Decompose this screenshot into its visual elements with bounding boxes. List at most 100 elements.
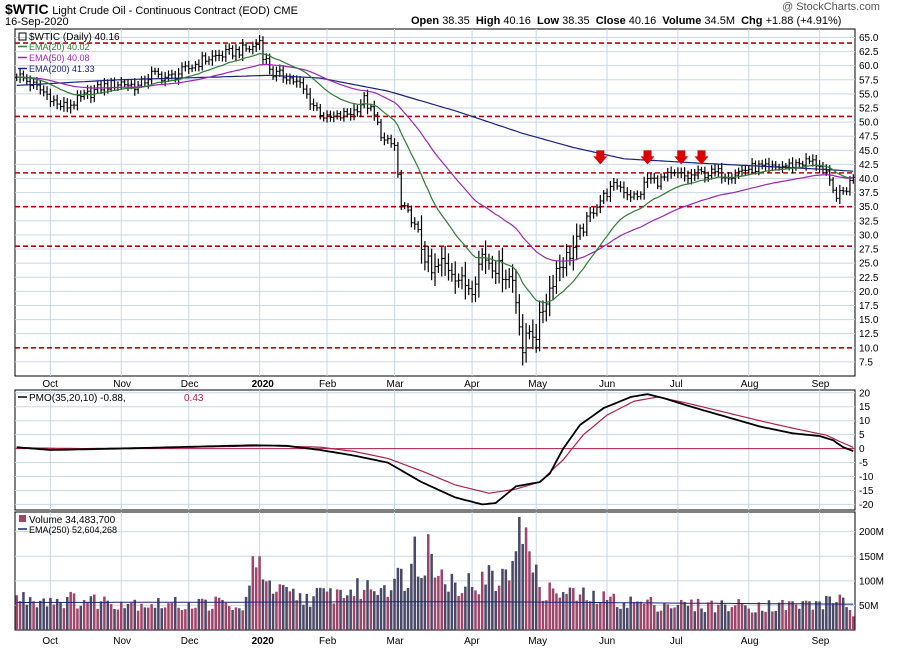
volume-bar (686, 605, 690, 630)
volume-bar (150, 604, 153, 630)
volume-bar (794, 604, 798, 630)
pmo-tick-label: 0 (859, 444, 865, 455)
chart-date: 16-Sep-2020 (5, 16, 69, 28)
volume-bar (501, 568, 504, 630)
volume-bar (315, 588, 319, 630)
volume-bar (396, 567, 400, 630)
volume-bar (706, 602, 710, 630)
ohlc-summary: Open 38.35 High 40.16 Low 38.35 Close 40… (411, 15, 842, 27)
high-value: 40.16 (503, 15, 531, 27)
close-value: 40.16 (628, 15, 657, 27)
volume-bar (491, 570, 494, 630)
x-axis-label: Jun (599, 636, 615, 647)
volume-bar (76, 608, 79, 630)
volume-bar (305, 593, 309, 630)
brand-watermark: @ StockCharts.com (782, 1, 880, 13)
volume-bar (636, 601, 639, 630)
volume-bars (15, 516, 855, 630)
volume-bar (28, 597, 32, 630)
down-arrow-marker (640, 150, 655, 165)
volume-bar (410, 563, 413, 630)
volume-bar (136, 610, 140, 630)
volume-bar (848, 610, 852, 630)
volume-bar (96, 608, 99, 630)
volume-bar (406, 588, 410, 630)
volume-bar (774, 610, 777, 630)
x-axis-label: Nov (113, 636, 131, 647)
volume-bar (831, 603, 835, 630)
volume-tick-label: 150M (859, 552, 884, 563)
volume-bar (62, 608, 66, 630)
pmo-tick-label: -15 (859, 486, 874, 497)
volume-bar (629, 596, 632, 630)
volume-bar (754, 612, 757, 630)
volume-bar (487, 565, 491, 630)
volume-bar (160, 608, 164, 630)
volume-bar (379, 588, 383, 630)
volume-bar (750, 612, 754, 630)
volume-bar (103, 596, 106, 630)
volume-bar (79, 605, 83, 630)
volume-bar (798, 608, 801, 630)
down-arrow-marker (593, 150, 608, 165)
volume-bar (818, 601, 821, 630)
volume-bar (167, 603, 170, 630)
x-axis-label: Dec (181, 379, 199, 390)
volume-bar (663, 603, 666, 630)
volume-bar (693, 611, 697, 630)
volume-bar (477, 594, 481, 630)
volume-bar (298, 593, 302, 630)
volume-value: 34.5M (704, 15, 735, 27)
volume-bar (710, 600, 713, 630)
volume-tick-label: 50M (859, 601, 878, 612)
volume-bar (551, 588, 555, 630)
volume-bar (126, 603, 130, 630)
volume-bar (106, 600, 110, 630)
volume-bar (804, 600, 808, 630)
volume-bar (717, 604, 720, 630)
volume-bar (781, 599, 784, 630)
volume-bar (764, 611, 767, 630)
volume-tick-label: 200M (859, 527, 884, 538)
volume-bar (281, 584, 285, 630)
volume-bar (288, 591, 292, 630)
volume-bar (518, 516, 521, 630)
volume-bar (349, 589, 352, 630)
volume-bar (265, 581, 268, 630)
volume-bar (514, 551, 518, 630)
volume-bar (811, 609, 815, 630)
volume-bar (15, 595, 18, 630)
volume-bar (400, 568, 403, 630)
legend-pmo-signal: 0.43 (184, 393, 204, 404)
volume-bar (140, 603, 143, 630)
volume-bar (42, 598, 45, 630)
volume-bar (346, 595, 349, 630)
volume-tick-label: 100M (859, 576, 884, 587)
ema200-line (16, 74, 854, 172)
volume-bar (430, 553, 433, 630)
x-axis-label: 2020 (252, 379, 275, 390)
volume-bar (609, 596, 612, 630)
volume-bar (426, 534, 430, 630)
volume-bar (130, 602, 133, 630)
volume-bar (723, 604, 727, 630)
volume-bar (35, 607, 39, 630)
volume-bar (599, 603, 602, 630)
volume-bar (413, 536, 417, 630)
volume-bar (592, 590, 595, 630)
volume-bar (329, 588, 332, 630)
change-value: +1.88 (+4.91%) (765, 15, 842, 27)
down-arrow-marker (674, 150, 689, 165)
x-axis-label: Feb (319, 379, 337, 390)
volume-bar (727, 611, 730, 630)
price-tick-label: 25.0 (859, 259, 879, 270)
price-tick-label: 65.0 (859, 33, 879, 44)
volume-bar (632, 601, 636, 630)
volume-bar (180, 609, 184, 630)
volume-bar (332, 603, 336, 630)
volume-bar (82, 599, 86, 630)
volume-bar (548, 582, 551, 630)
volume-bar (615, 607, 619, 630)
volume-bar (666, 604, 670, 630)
